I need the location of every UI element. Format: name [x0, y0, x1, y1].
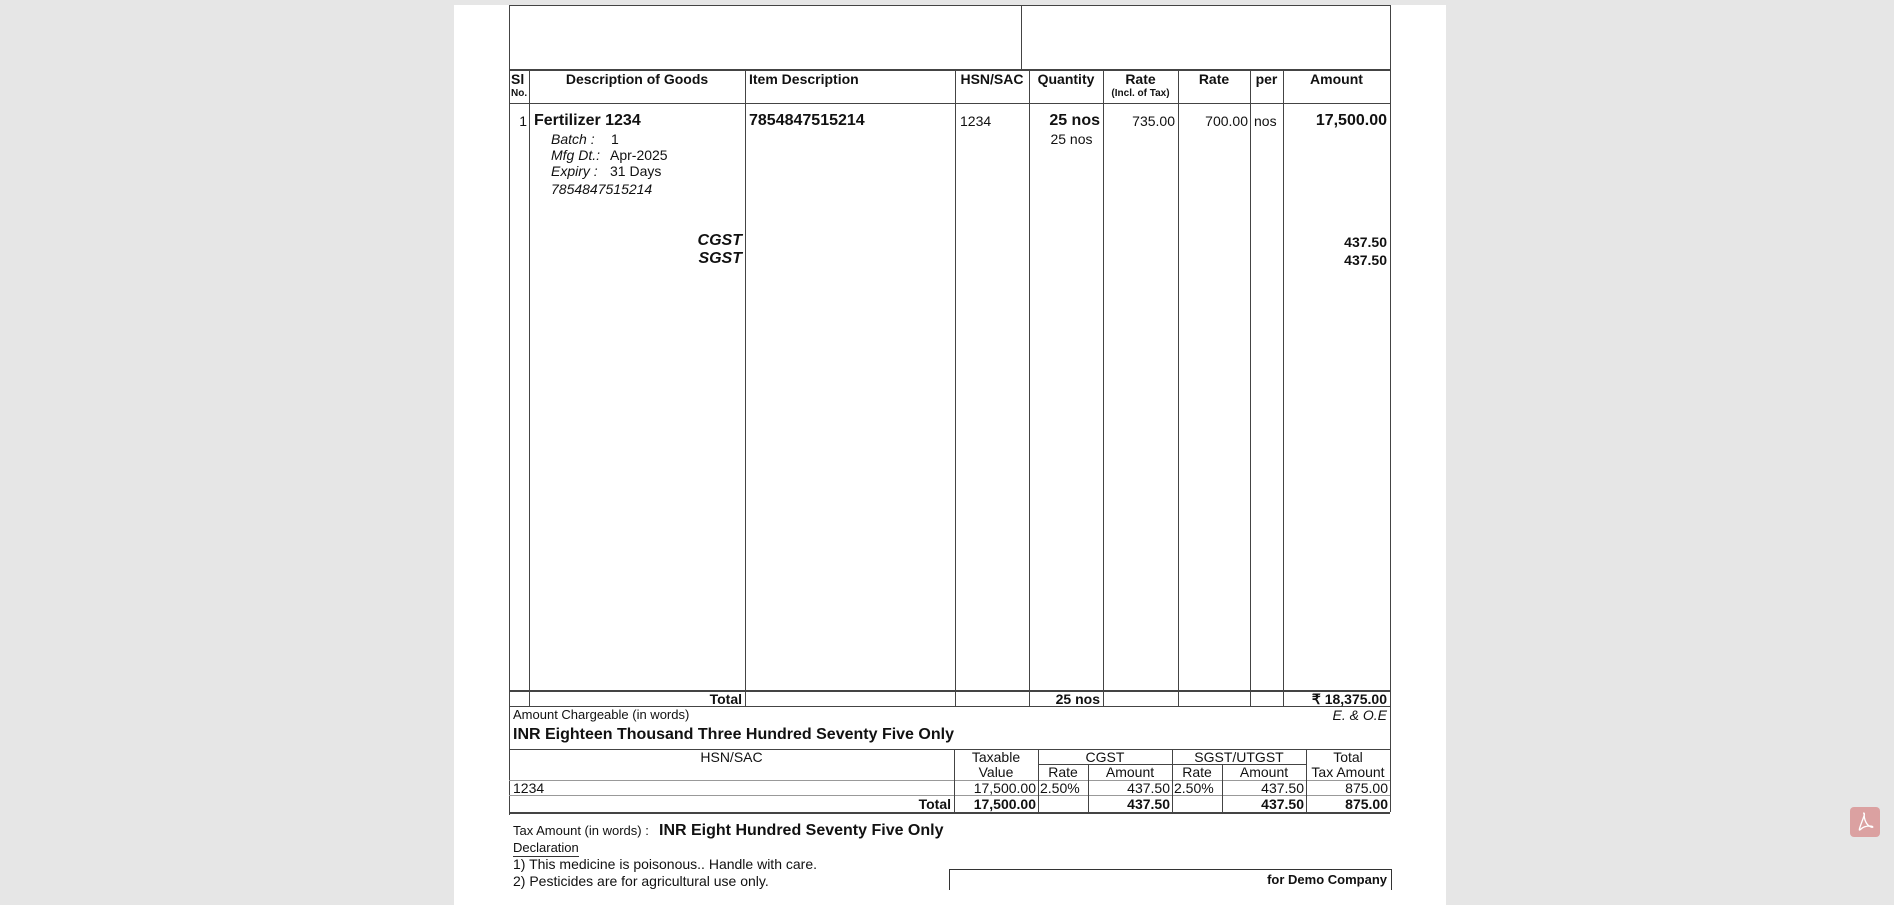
header-quantity: Quantity — [1037, 71, 1095, 87]
expiry-label: Expiry : — [551, 163, 598, 179]
header-rate-incl-sub: (Incl. of Tax) — [1111, 88, 1170, 99]
header-per: per — [1255, 71, 1278, 87]
tax-header-cgst-rate: Rate — [1048, 764, 1078, 780]
item-barcode: 7854847515214 — [551, 181, 653, 197]
item-qty: 25 nos — [1049, 112, 1100, 129]
amount-words-value: INR Eighteen Thousand Three Hundred Seve… — [513, 726, 954, 743]
tax-row-sgst-rate: 2.50% — [1174, 780, 1214, 796]
invoice-page — [454, 5, 1446, 905]
divider — [529, 70, 530, 706]
tax-words-label: Tax Amount (in words) : — [513, 823, 649, 838]
item-rate-incl: 735.00 — [1132, 113, 1175, 129]
expiry-value: 31 Days — [610, 163, 662, 179]
tax-row-taxable: 17,500.00 — [973, 780, 1036, 796]
divider — [509, 795, 1390, 796]
acrobat-icon — [1858, 812, 1874, 831]
header-amount: Amount — [1310, 71, 1363, 87]
tax-header-sgst-amount: Amount — [1239, 764, 1289, 780]
tax-header-sgst: SGST/UTGST — [1194, 749, 1284, 765]
header-sl: Sl — [511, 71, 525, 87]
tax-header-total: Total — [1333, 749, 1363, 765]
divider — [509, 103, 1390, 104]
tax-label-sgst: SGST — [698, 250, 742, 267]
declaration-line-2: 2) Pesticides are for agricultural use o… — [513, 873, 769, 889]
pdf-icon[interactable] — [1850, 807, 1880, 837]
batch-label: Batch : — [551, 131, 595, 147]
header-hsn: HSN/SAC — [960, 71, 1024, 87]
item-per: nos — [1254, 113, 1277, 129]
divider — [509, 5, 1390, 6]
signature-company: for Demo Company — [1267, 872, 1387, 887]
tax-header-cgst-amount: Amount — [1105, 764, 1155, 780]
divider — [1178, 70, 1179, 706]
tax-header-cgst: CGST — [1085, 749, 1125, 765]
header-rate-incl: Rate — [1125, 71, 1156, 87]
tax-words-value: INR Eight Hundred Seventy Five Only — [659, 822, 944, 839]
tax-header-hsn: HSN/SAC — [700, 749, 763, 765]
divider — [509, 749, 1390, 750]
divider — [509, 69, 1390, 71]
tax-total-taxable: 17,500.00 — [973, 796, 1036, 812]
tax-total-total: 875.00 — [1345, 796, 1388, 812]
divider — [509, 706, 1390, 707]
divider — [509, 690, 1390, 692]
tax-header-total-amount: Tax Amount — [1311, 764, 1385, 780]
batch-value: 1 — [611, 131, 619, 147]
signature-box: for Demo Company — [949, 869, 1392, 890]
divider — [509, 5, 510, 815]
divider — [509, 812, 1390, 814]
divider — [1029, 70, 1030, 706]
tax-row-total: 875.00 — [1345, 780, 1388, 796]
divider — [1088, 764, 1089, 812]
tax-amount-sgst: 437.50 — [1344, 252, 1387, 268]
item-description: 7854847515214 — [749, 112, 865, 129]
tax-total-label: Total — [918, 796, 951, 812]
divider — [1038, 749, 1039, 812]
divider — [955, 70, 956, 706]
divider — [1390, 5, 1391, 812]
tax-label-cgst: CGST — [697, 232, 742, 249]
divider — [1103, 70, 1104, 706]
tax-amount-cgst: 437.50 — [1344, 234, 1387, 250]
total-label: Total — [709, 691, 742, 707]
divider — [1222, 764, 1223, 812]
total-amount: ₹ 18,375.00 — [1311, 691, 1387, 707]
tax-total-sgst: 437.50 — [1261, 796, 1304, 812]
mfg-label: Mfg Dt.: — [551, 147, 601, 163]
divider — [1283, 70, 1284, 706]
total-qty: 25 nos — [1055, 691, 1100, 707]
item-sl: 1 — [519, 113, 527, 129]
tax-row-cgst-rate: 2.50% — [1040, 780, 1080, 796]
divider — [745, 70, 746, 706]
item-rate: 700.00 — [1205, 113, 1248, 129]
divider — [954, 749, 955, 812]
declaration-line-1: 1) This medicine is poisonous.. Handle w… — [513, 856, 818, 872]
divider — [1172, 749, 1173, 812]
eoe-label: E. & O.E — [1332, 707, 1387, 723]
tax-row-hsn: 1234 — [513, 780, 545, 796]
tax-row-sgst-amount: 437.50 — [1261, 780, 1304, 796]
divider — [1021, 5, 1022, 70]
tax-header-sgst-rate: Rate — [1182, 764, 1212, 780]
header-rate: Rate — [1198, 71, 1230, 87]
item-hsn: 1234 — [960, 113, 992, 129]
tax-row-cgst-amount: 437.50 — [1127, 780, 1170, 796]
divider — [1306, 749, 1307, 812]
header-description: Description of Goods — [565, 71, 709, 87]
tax-header-taxable-value: Value — [978, 764, 1014, 780]
item-amount: 17,500.00 — [1315, 112, 1387, 129]
tax-total-cgst: 437.50 — [1127, 796, 1170, 812]
header-item-description: Item Description — [749, 71, 859, 87]
divider — [1250, 70, 1251, 706]
divider — [509, 780, 1390, 781]
declaration-title: Declaration — [513, 840, 579, 857]
amount-words-label: Amount Chargeable (in words) — [513, 707, 690, 722]
header-sl-no: No. — [511, 88, 528, 99]
item-qty-alt: 25 nos — [1050, 131, 1093, 147]
mfg-value: Apr-2025 — [610, 147, 668, 163]
tax-header-taxable: Taxable — [971, 749, 1021, 765]
item-name: Fertilizer 1234 — [534, 112, 641, 129]
